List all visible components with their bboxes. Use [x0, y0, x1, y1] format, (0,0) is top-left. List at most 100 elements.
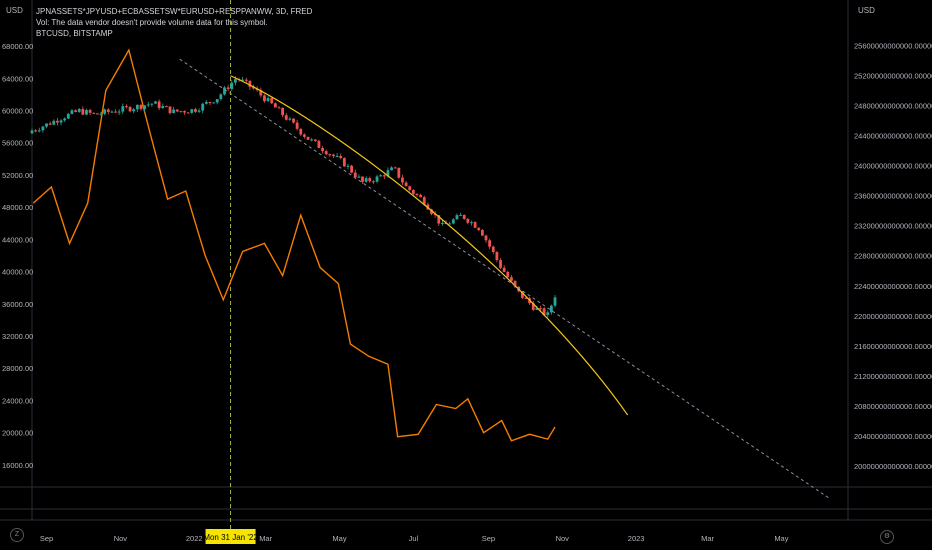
candle-body[interactable] [277, 107, 281, 109]
candle-body[interactable] [549, 305, 553, 313]
candle-body[interactable] [433, 213, 437, 216]
candle-body[interactable] [30, 130, 34, 134]
candle-body[interactable] [542, 308, 546, 316]
candle-body[interactable] [379, 175, 383, 177]
candle-body[interactable] [401, 177, 404, 183]
candle-body[interactable] [110, 111, 114, 113]
candle-body[interactable] [179, 111, 183, 113]
btcusd-line[interactable] [32, 48, 556, 442]
candle-body[interactable] [88, 110, 92, 113]
candle-body[interactable] [161, 106, 165, 109]
candle-body[interactable] [437, 215, 441, 224]
candle-body[interactable] [128, 107, 132, 112]
candle-body[interactable] [368, 178, 372, 182]
candle-body[interactable] [70, 110, 74, 114]
candle-body[interactable] [183, 111, 186, 113]
candle-body[interactable] [154, 101, 157, 104]
candle-body[interactable] [470, 222, 473, 224]
candle-body[interactable] [41, 126, 45, 131]
candle-body[interactable] [117, 111, 121, 113]
candle-body[interactable] [531, 303, 535, 310]
candle-body[interactable] [510, 277, 513, 281]
candle-body[interactable] [546, 312, 550, 316]
candle-body[interactable] [430, 209, 433, 214]
candle-body[interactable] [81, 108, 85, 115]
candle-body[interactable] [513, 280, 517, 287]
candle-body[interactable] [34, 130, 38, 132]
candle-body[interactable] [448, 223, 452, 225]
candle-body[interactable] [397, 167, 401, 178]
candle-body[interactable] [190, 109, 194, 113]
candle-body[interactable] [295, 122, 299, 129]
candle-body[interactable] [386, 170, 390, 177]
candle-body[interactable] [393, 167, 397, 169]
candle-body[interactable] [375, 176, 379, 182]
candle-body[interactable] [310, 139, 314, 141]
candle-body[interactable] [263, 95, 266, 102]
candle-body[interactable] [248, 80, 252, 87]
candle-body[interactable] [335, 155, 339, 157]
candle-body[interactable] [306, 136, 310, 140]
candle-body[interactable] [121, 106, 125, 112]
candle-body[interactable] [77, 108, 81, 112]
candle-body[interactable] [535, 308, 539, 310]
candle-body[interactable] [288, 118, 292, 120]
candle-body[interactable] [419, 194, 423, 198]
candle-body[interactable] [241, 79, 245, 81]
candle-body[interactable] [215, 99, 219, 103]
candle-body[interactable] [66, 113, 70, 119]
candle-body[interactable] [270, 98, 274, 104]
candle-body[interactable] [59, 120, 63, 123]
candle-body[interactable] [150, 103, 154, 105]
candle-body[interactable] [324, 151, 328, 155]
plot-area[interactable] [30, 0, 831, 530]
candle-body[interactable] [328, 154, 332, 156]
candle-body[interactable] [266, 98, 270, 102]
candle-body[interactable] [415, 193, 419, 195]
candle-body[interactable] [361, 176, 364, 182]
candle-body[interactable] [219, 94, 223, 100]
log-scale-button[interactable]: Z [10, 528, 24, 542]
candle-body[interactable] [197, 110, 201, 112]
candle-body[interactable] [499, 260, 502, 268]
candle-body[interactable] [332, 154, 335, 157]
candle-body[interactable] [524, 297, 528, 299]
candle-body[interactable] [204, 101, 208, 104]
candle-body[interactable] [553, 297, 557, 306]
candle-body[interactable] [106, 109, 110, 112]
candle-body[interactable] [85, 110, 88, 115]
candle-body[interactable] [143, 105, 146, 110]
candle-body[interactable] [233, 79, 237, 83]
candle-body[interactable] [74, 110, 77, 112]
candle-body[interactable] [226, 87, 230, 89]
candle-body[interactable] [506, 271, 510, 278]
candle-body[interactable] [223, 87, 226, 95]
right-price-axis[interactable]: 25600000000000.00000000 25200000000000.00… [854, 42, 932, 471]
candle-body[interactable] [37, 130, 41, 132]
candle-body[interactable] [357, 176, 361, 178]
time-axis[interactable]: Sep Nov 2022 Mar May Jul Sep Nov 2023 Mar May Mon 3… [40, 529, 789, 544]
candle-body[interactable] [175, 109, 179, 112]
candle-body[interactable] [364, 178, 368, 182]
candle-body[interactable] [441, 222, 444, 224]
candle-body[interactable] [48, 123, 52, 125]
candle-body[interactable] [186, 112, 190, 114]
candle-body[interactable] [520, 291, 524, 298]
candle-body[interactable] [317, 140, 321, 148]
candle-body[interactable] [146, 104, 150, 106]
candle-body[interactable] [339, 155, 343, 159]
candle-body[interactable] [45, 123, 48, 127]
candle-body[interactable] [477, 227, 481, 231]
candle-body[interactable] [473, 222, 477, 228]
candle-body[interactable] [491, 246, 495, 252]
candle-body[interactable] [172, 109, 176, 114]
candle-body[interactable] [488, 240, 492, 247]
candle-body[interactable] [99, 113, 103, 115]
candle-body[interactable] [422, 197, 426, 205]
candle-body[interactable] [95, 113, 99, 115]
candle-body[interactable] [273, 103, 277, 108]
candle-body[interactable] [103, 109, 107, 114]
candle-body[interactable] [346, 165, 350, 167]
candle-body[interactable] [292, 118, 295, 123]
